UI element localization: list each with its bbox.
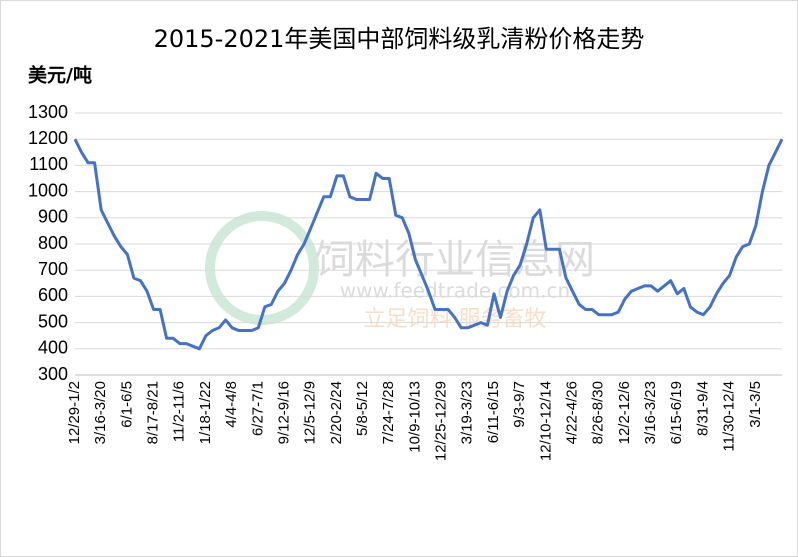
x-tick-label: 7/24-7/28 [380,381,397,444]
x-tick-label: 3/19-3/23 [459,381,476,444]
x-tick-label: 2/20-2/24 [328,381,345,444]
x-tick-label: 6/27-7/1 [249,381,266,436]
y-tick-label: 1100 [29,154,68,174]
chart-title: 2015-2021年美国中部饲料级乳清粉价格走势 [154,25,645,53]
x-tick-label: 6/11-6/15 [485,381,502,443]
x-tick-label: 12/2-12/6 [616,381,633,444]
x-tick-label: 3/1-3/5 [747,381,764,428]
x-tick-label: 11/30-12/4 [721,381,738,452]
y-tick-label: 400 [38,338,68,358]
y-tick-label: 1300 [28,102,68,122]
watermark-url: www.feedtrade.com.cn [340,279,570,303]
x-tick-label: 12/5-12/9 [302,381,319,444]
x-tick-label: 9/3-9/7 [511,381,528,428]
x-tick-label: 8/31-9/4 [694,381,711,436]
price-line [73,138,784,351]
x-tick-label: 6/1-6/5 [118,381,135,428]
y-tick-label: 800 [38,233,68,253]
x-tick-label: 8/17-8/21 [145,381,162,444]
x-tick-label: 3/16-3/20 [92,381,109,444]
x-tick-label: 12/29-1/2 [66,381,83,444]
x-tick-label: 4/22-4/26 [563,381,580,444]
y-tick-label: 900 [38,207,68,227]
y-tick-label: 600 [38,285,68,305]
x-tick-label: 9/12-9/16 [275,381,292,444]
x-tick-label: 3/16-3/23 [642,381,659,444]
y-tick-label: 1200 [28,128,68,148]
x-tick-label: 6/15-6/19 [668,381,685,444]
x-tick-label: 10/9-10/13 [406,381,423,453]
x-tick-label: 1/18-1/22 [197,381,214,444]
x-tick-label: 8/26-8/30 [590,381,607,444]
y-tick-label: 500 [38,311,68,331]
x-tick-label: 12/25-12/29 [433,381,450,461]
watermark-name: 饲料行业信息网 [315,237,595,283]
y-tick-label: 1000 [28,180,68,200]
y-axis-label: 美元/吨 [28,64,92,87]
y-tick-label: 300 [38,364,68,384]
x-tick-label: 11/2-11/6 [171,381,188,442]
y-tick-label: 700 [38,259,68,279]
x-tick-label: 4/4-4/8 [223,381,240,428]
x-tick-label: 5/8-5/12 [354,381,371,436]
x-tick-label: 12/10-12/14 [537,381,554,461]
